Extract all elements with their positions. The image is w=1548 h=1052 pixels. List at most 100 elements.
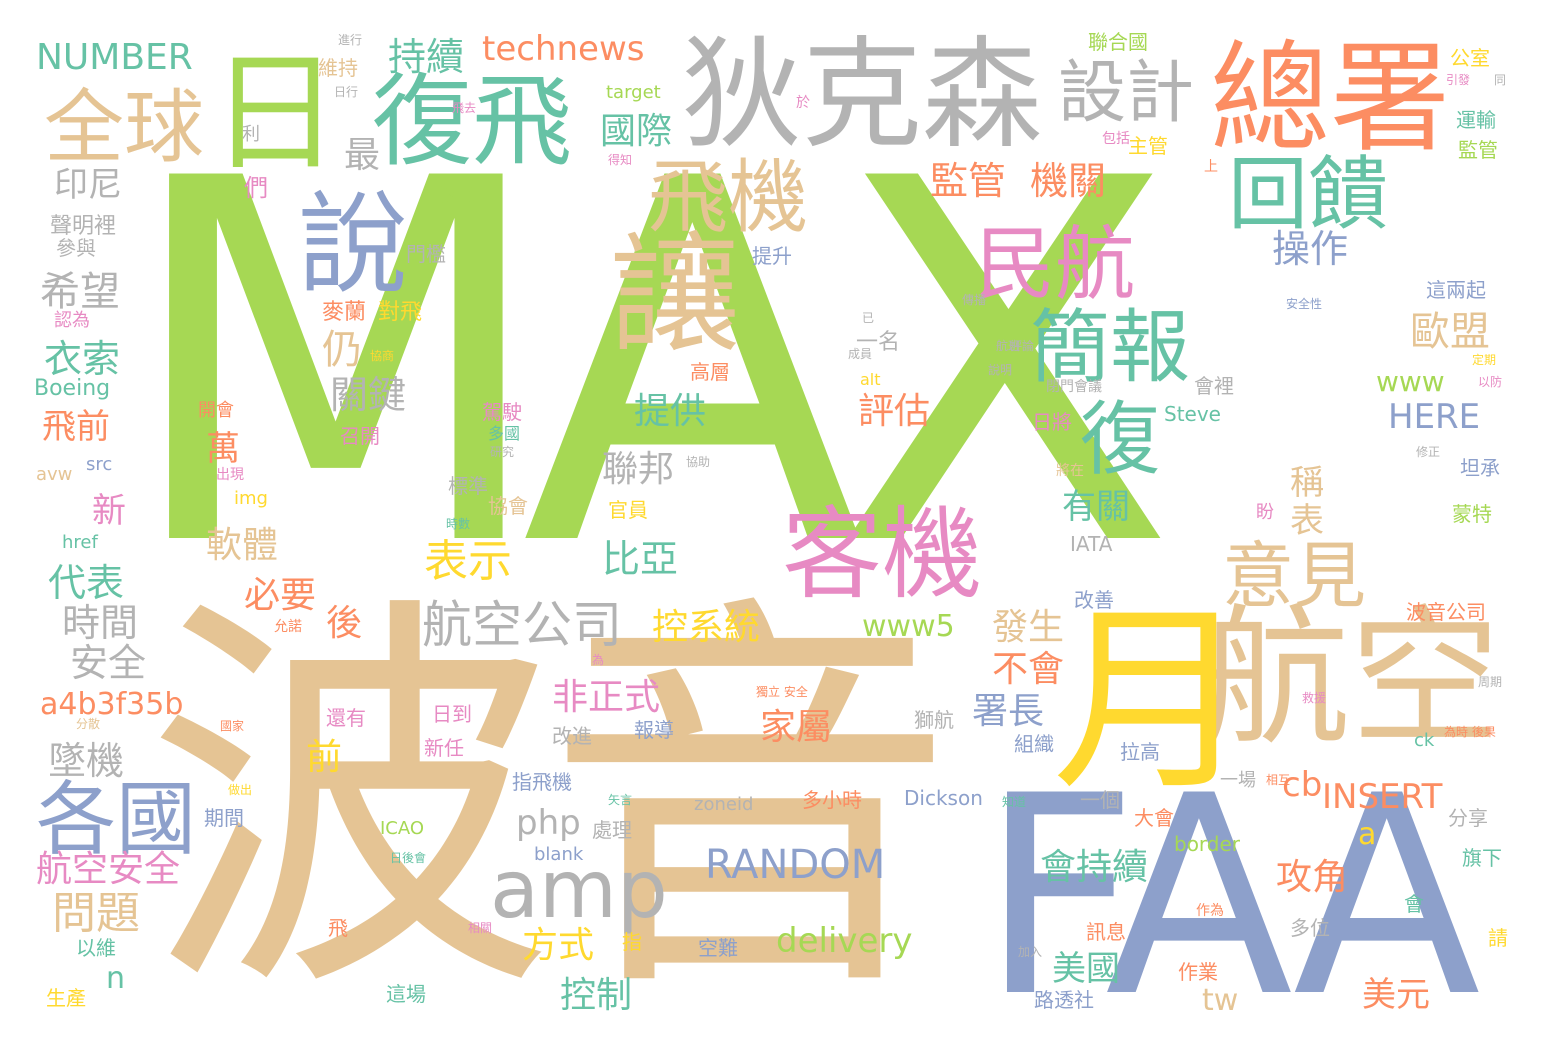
word: 開會 [198,400,234,421]
word: 報導 [634,718,674,742]
word: 日行 [334,85,359,99]
word: 攻角 [1276,857,1349,898]
word: 有關 [1062,487,1130,527]
word: 控系統 [652,607,761,648]
word: 以維 [76,936,116,960]
word: 發生 [992,607,1065,648]
word: 救援 [1302,691,1327,705]
word: 歐盟 [1410,309,1490,355]
word: 一場 [1220,770,1256,791]
word: 家屬 [760,707,833,748]
word: delivery [776,921,913,961]
word: 改進 [552,724,592,748]
word: 利 [242,124,260,145]
word: 旗下 [1462,846,1502,870]
word: HERE [1388,397,1481,437]
word: 處理 [592,818,632,842]
word: 提供 [634,391,707,432]
word: 協助 [686,455,711,469]
word: 說 [298,181,408,309]
word: avw [36,464,73,485]
word: 評估 [858,391,931,432]
word: border [1174,832,1241,856]
word: 機關 [1030,159,1107,203]
word: 定期 [1472,353,1497,367]
word: 盼 [1256,502,1274,523]
word: INSERT [1322,777,1443,817]
word: 相互 [1266,773,1291,787]
word: Steve [1164,402,1221,426]
word: 表 [1290,501,1324,541]
word: 表示 [424,536,512,587]
word: 衣索 [44,337,121,381]
word: 得知 [608,153,633,167]
word: 比亞 [602,537,679,581]
word: 已 [862,311,875,325]
word: 回饋 [1228,148,1388,241]
word: 生產 [46,986,86,1010]
word: target [606,82,661,103]
word: 航空安全 [36,849,181,890]
word: 指飛機 [512,770,572,794]
word: 引發 [1446,73,1471,87]
word: ck [1414,730,1435,751]
word: 希望 [40,269,120,315]
word: 後 [326,603,363,644]
word: 監管 [930,159,1007,203]
word: 日將 [1032,410,1072,434]
word: 多小時 [802,788,862,812]
word: 墜機 [48,739,125,783]
word: 時間 [62,601,139,645]
word: 控制 [560,975,633,1016]
word: 評論 [1010,339,1035,353]
word: 非正式 [552,677,661,718]
word: 民航 [975,218,1135,311]
word: 改善 [1074,588,1114,612]
word: blank [534,844,584,865]
word: 協會 [488,494,528,518]
word: 國家 [220,719,245,733]
word: 作業 [1178,960,1218,984]
word: 狄克森 [682,26,1042,165]
word: 持續 [388,35,465,79]
word: 將在 [1056,463,1084,479]
word: 日到 [432,702,472,726]
word: 允諾 [274,619,302,635]
word: 官員 [608,498,648,522]
word: 駕駛 [482,400,522,424]
word: 包括 [1102,131,1130,147]
word: img [234,488,268,509]
word: Boeing [34,376,111,401]
word: 方式 [522,925,595,966]
word: 協商 [370,349,395,363]
word: 意見 [1222,534,1367,618]
word: 組織 [1014,732,1054,756]
word: 公室 [1450,46,1490,70]
word: 閉門會議 [1046,379,1102,395]
word: 監管 [1458,138,1498,162]
word: 國際 [600,111,673,152]
word: 時數 [446,517,471,531]
word: 必要 [244,575,317,616]
word: 相關 [468,921,493,935]
word: 多位 [1290,916,1330,940]
word: 獅航 [914,708,954,732]
word: 聯合國 [1088,30,1148,54]
word: FAA [980,737,1481,1052]
word: www [1376,365,1445,398]
word: 麥蘭 [322,300,367,325]
word: 請 [1488,926,1508,950]
word: 萬 [206,429,240,469]
word: 矢言 [608,793,633,807]
word: 出現 [216,467,244,483]
word: 知道 [1002,795,1027,809]
word: 為時 後果 [1444,725,1496,739]
word: 加入 [1018,945,1043,959]
word: 飛去 [452,101,477,115]
word: ICAO [380,818,425,839]
word: alt [860,370,881,389]
word: 安全性 [1286,297,1323,311]
word: 傳播 [962,293,987,307]
word: 航空 [1200,592,1501,766]
